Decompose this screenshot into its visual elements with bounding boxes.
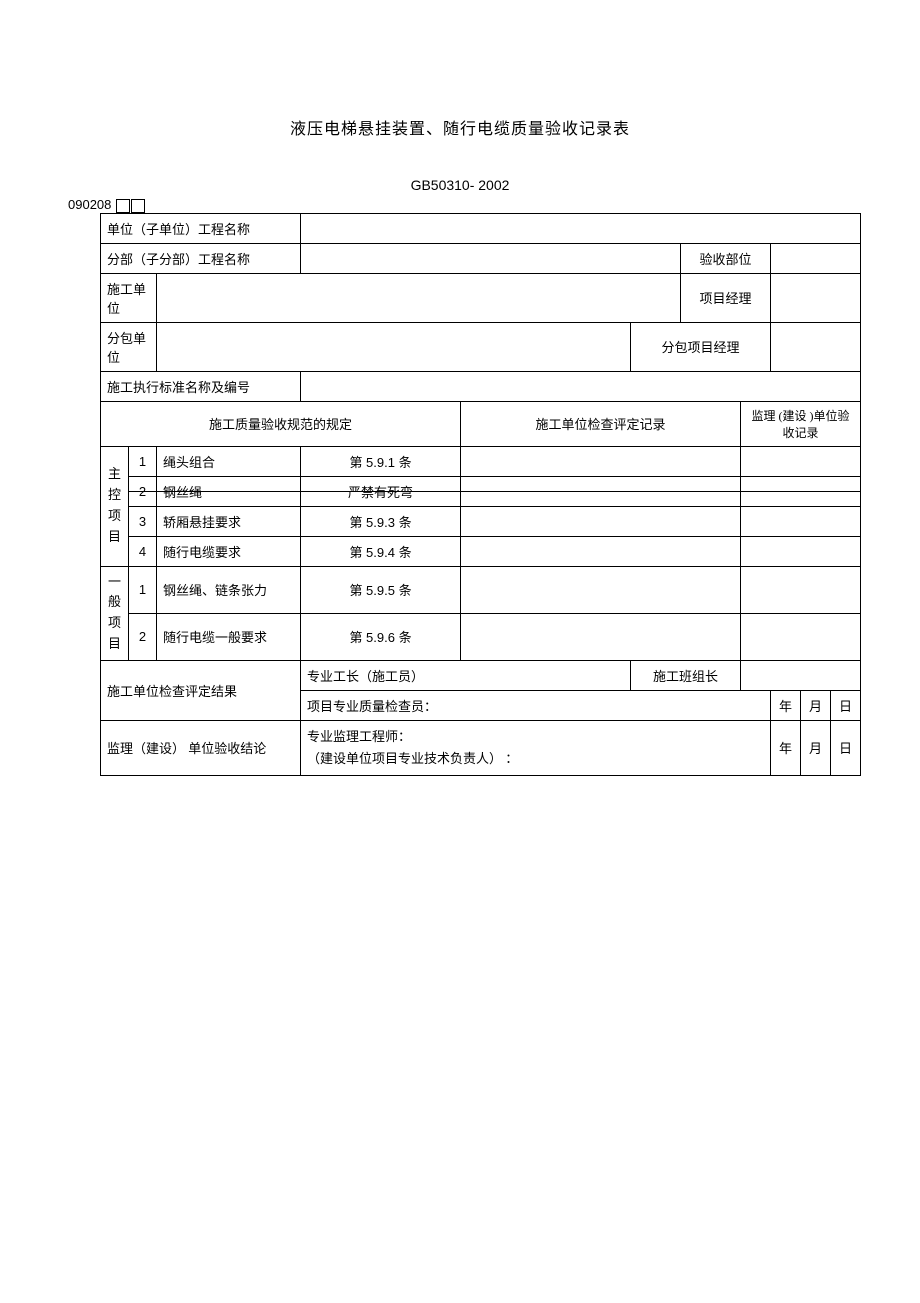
gen-1-clause: 第 5.9.5 条 [301,566,461,613]
main-1-super [741,446,861,476]
main-1-clause: 第 5.9.1 条 [301,446,461,476]
main-1-num: 1 [129,446,157,476]
main-3-clause: 第 5.9.3 条 [301,506,461,536]
label-general: 一般项目 [101,566,129,660]
standard-code: GB50310- 2002 [0,177,920,193]
main-1-check [461,446,741,476]
row-subunit-project: 分部（子分部）工程名称 验收部位 [101,243,861,273]
document-title: 液压电梯悬挂装置、随行电缆质量验收记录表 [0,115,920,139]
gen-1-super [741,566,861,613]
main-2-name: 钢丝绳 [157,476,301,506]
checkbox-1 [116,199,130,213]
gen-1-name: 钢丝绳、链条张力 [157,566,301,613]
value-construction-unit [157,273,681,322]
gen-2-num: 2 [129,613,157,660]
row-subcontract-unit: 分包单位 分包项目经理 [101,322,861,371]
value-subcontract-unit [157,322,631,371]
value-unit-project [301,213,861,243]
row-main-4: 4 随行电缆要求 第 5.9.4 条 [101,536,861,566]
row-main-2: 2 钢丝绳 严禁有死弯 [101,476,861,506]
row-unit-project: 单位（子单位）工程名称 [101,213,861,243]
row-construction-unit: 施工单位 项目经理 [101,273,861,322]
row-supervisor-result: 监理（建设） 单位验收结论 专业监理工程师： （建设单位项目专业技术负责人） ：… [101,720,861,775]
main-4-name: 随行电缆要求 [157,536,301,566]
gen-1-num: 1 [129,566,157,613]
main-2-clause: 严禁有死弯 [301,476,461,506]
label-quality-inspector: 项目专业质量检查员： [301,690,771,720]
main-3-check [461,506,741,536]
label-subcontract-pm: 分包项目经理 [631,322,771,371]
label-subcontract-unit: 分包单位 [101,322,157,371]
supervisor-engineer-text: 专业监理工程师： [307,729,411,744]
date-year-1: 年 [771,690,801,720]
gen-2-name: 随行电缆一般要求 [157,613,301,660]
label-foreman: 专业工长（施工员） [301,660,631,690]
main-2-num: 2 [129,476,157,506]
date-day-2: 日 [831,720,861,775]
form-code: 090208 [68,197,920,213]
main-4-num: 4 [129,536,157,566]
gen-2-check [461,613,741,660]
quality-inspector-text: 项目专业质量检查员： [307,699,437,714]
value-subcontract-pm [771,322,861,371]
main-4-check [461,536,741,566]
label-supervisor-engineer: 专业监理工程师： （建设单位项目专业技术负责人） ： [301,720,771,775]
main-1-name: 绳头组合 [157,446,301,476]
main-4-clause: 第 5.9.4 条 [301,536,461,566]
document-page: 液压电梯悬挂装置、随行电缆质量验收记录表 GB50310- 2002 09020… [0,0,920,1303]
label-supervisor-conclusion: 监理（建设） 单位验收结论 [101,720,301,775]
row-main-3: 3 轿厢悬挂要求 第 5.9.3 条 [101,506,861,536]
gen-2-super [741,613,861,660]
date-month-2: 月 [801,720,831,775]
value-exec-standard [301,371,861,401]
main-3-super [741,506,861,536]
row-column-headers: 施工质量验收规范的规定 施工单位检查评定记录 监理 (建设 )单位验收记录 [101,401,861,446]
row-main-1: 主控项目 1 绳头组合 第 5.9.1 条 [101,446,861,476]
main-3-name: 轿厢悬挂要求 [157,506,301,536]
form-code-number: 090208 [68,197,111,212]
date-day-1: 日 [831,690,861,720]
gen-2-clause: 第 5.9.6 条 [301,613,461,660]
value-acceptance-part [771,243,861,273]
value-subunit-project [301,243,681,273]
row-exec-standard: 施工执行标准名称及编号 [101,371,861,401]
label-team-leader: 施工班组长 [631,660,741,690]
label-main-control: 主控项目 [101,446,129,566]
value-team-leader [741,660,861,690]
label-unit-result: 施工单位检查评定结果 [101,660,301,720]
main-2-super [741,476,861,506]
main-3-num: 3 [129,506,157,536]
label-construction-unit: 施工单位 [101,273,157,322]
value-project-manager [771,273,861,322]
header-unit-check: 施工单位检查评定记录 [461,401,741,446]
owner-tech-text: （建设单位项目专业技术负责人） ： [307,751,518,766]
date-month-1: 月 [801,690,831,720]
main-2-check [461,476,741,506]
main-4-super [741,536,861,566]
row-unit-result-1: 施工单位检查评定结果 专业工长（施工员） 施工班组长 [101,660,861,690]
label-subunit-project: 分部（子分部）工程名称 [101,243,301,273]
label-acceptance-part: 验收部位 [681,243,771,273]
label-unit-project: 单位（子单位）工程名称 [101,213,301,243]
label-exec-standard: 施工执行标准名称及编号 [101,371,301,401]
header-supervisor-check: 监理 (建设 )单位验收记录 [741,401,861,446]
label-project-manager: 项目经理 [681,273,771,322]
header-spec: 施工质量验收规范的规定 [101,401,461,446]
row-general-2: 2 随行电缆一般要求 第 5.9.6 条 [101,613,861,660]
checkbox-2 [131,199,145,213]
date-year-2: 年 [771,720,801,775]
row-general-1: 一般项目 1 钢丝绳、链条张力 第 5.9.5 条 [101,566,861,613]
inspection-table: 单位（子单位）工程名称 分部（子分部）工程名称 验收部位 施工单位 项目经理 分… [100,213,861,776]
gen-1-check [461,566,741,613]
